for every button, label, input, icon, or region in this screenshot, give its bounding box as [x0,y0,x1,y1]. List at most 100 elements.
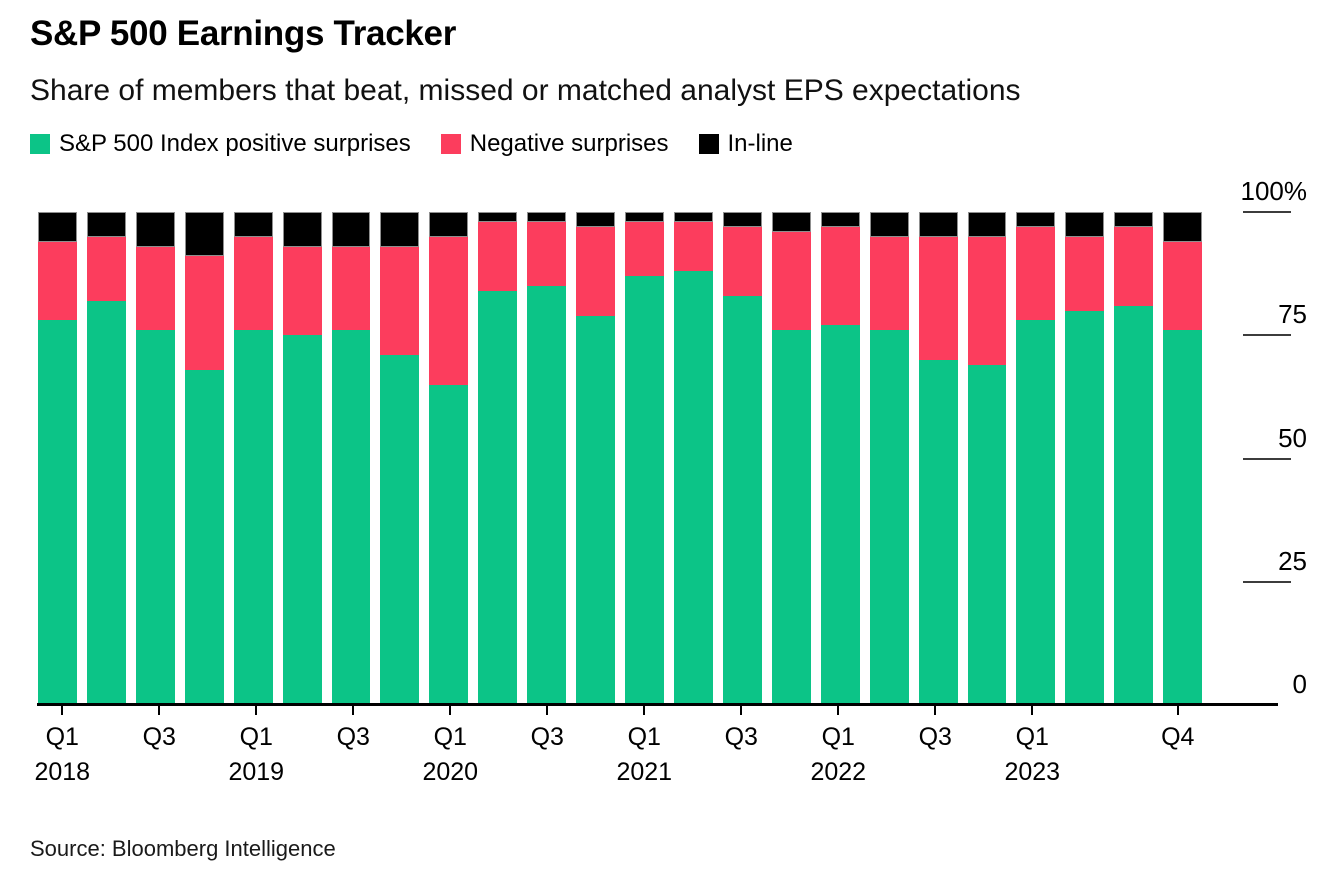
segment-in-line [429,212,469,237]
segment-s-p-500-index-positive-surprises [38,320,77,705]
segment-negative-surprises [722,226,762,296]
x-label-quarter: Q3 [918,723,952,751]
segment-in-line [576,212,616,227]
segment-in-line [673,212,713,222]
legend-label: Negative surprises [469,130,669,157]
segment-in-line [38,212,77,242]
legend-label: S&P 500 Index positive surprises [59,130,411,157]
segment-in-line [722,212,762,227]
segment-s-p-500-index-positive-surprises [1163,330,1203,705]
bar-q4-2019 [380,212,420,705]
x-label-year: 2023 [1004,758,1061,786]
y-tick-line-100 [1243,211,1291,213]
x-tick-q1-2020 [449,706,452,715]
segment-in-line [625,212,664,222]
y-tick-line-25 [1243,580,1291,583]
segment-negative-surprises [184,256,224,370]
segment-negative-surprises [86,236,126,301]
bar-q1-2018 [38,212,77,705]
segment-in-line [771,212,811,232]
segment-negative-surprises [918,236,958,360]
x-tick-q4 [1176,706,1179,715]
segment-s-p-500-index-positive-surprises [527,285,567,705]
legend-item-in-line: In-line [698,130,793,158]
x-tick-q3 [546,706,549,715]
bar-q1-2022 [820,212,860,705]
bar-q2-2018 [86,212,126,705]
bar-q1-2019 [233,212,273,705]
segment-negative-surprises [673,221,713,272]
segment-negative-surprises [38,241,77,321]
bar-q3-2023 [1114,212,1154,705]
segment-in-line [184,212,224,257]
segment-s-p-500-index-positive-surprises [625,276,664,705]
segment-s-p-500-index-positive-surprises [771,330,811,705]
x-label-quarter: Q1 [821,723,855,751]
segment-s-p-500-index-positive-surprises [331,330,371,705]
x-label-quarter: Q1 [45,723,79,751]
segment-negative-surprises [625,221,664,277]
legend-item-s-p-500-index-positive-surprises: S&P 500 Index positive surprises [30,130,411,158]
x-tick-q3 [934,706,937,715]
x-label-quarter: Q1 [627,723,661,751]
segment-negative-surprises [478,221,518,291]
legend: S&P 500 Index positive surprises Negative… [30,130,793,158]
y-tick-label-75: 75 [1278,299,1307,330]
x-label-quarter: Q1 [1015,723,1049,751]
y-tick-label-100: 100% [1240,176,1308,206]
x-label-year: 2019 [228,758,285,786]
segment-negative-surprises [282,246,322,336]
segment-s-p-500-index-positive-surprises [673,271,713,705]
bar-q3-2019 [331,212,371,705]
segment-negative-surprises [869,236,909,331]
segment-negative-surprises [967,236,1007,365]
x-tick-q1-2022 [837,706,840,715]
x-label-quarter: Q3 [530,723,564,751]
segment-s-p-500-index-positive-surprises [86,300,126,705]
segment-in-line [1114,212,1154,227]
plot-area [38,212,1203,705]
x-label-quarter: Q4 [1161,723,1195,751]
legend-swatch-icon [30,134,50,154]
segment-in-line [135,212,175,247]
segment-s-p-500-index-positive-surprises [135,330,175,705]
x-label-year: 2022 [810,758,867,786]
bar-q3-2020 [527,212,567,705]
segment-negative-surprises [1065,236,1105,311]
bar-q4-2020 [576,212,616,705]
segment-negative-surprises [771,231,811,331]
segment-in-line [1163,212,1203,242]
bar-q1-2020 [429,212,469,705]
bar-q2-2021 [673,212,713,705]
segment-s-p-500-index-positive-surprises [233,330,273,705]
bar-q4-2018 [184,212,224,705]
y-tick-line-75 [1243,334,1291,337]
x-label-year: 2020 [422,758,479,786]
x-tick-q1-2021 [643,706,646,715]
x-label-year: 2018 [34,758,91,786]
bar-q2-2019 [282,212,322,705]
segment-s-p-500-index-positive-surprises [576,315,616,705]
segment-s-p-500-index-positive-surprises [820,325,860,705]
segment-negative-surprises [1114,226,1154,306]
segment-in-line [331,212,371,247]
x-label-quarter: Q3 [724,723,758,751]
bar-q4-2023 [1163,212,1203,705]
segment-in-line [282,212,322,247]
y-tick-label-50: 50 [1278,422,1307,453]
segment-in-line [380,212,420,247]
x-tick-q3 [740,706,743,715]
y-tick-line-50 [1243,457,1291,460]
segment-negative-surprises [380,246,420,355]
segment-in-line [820,212,860,227]
x-label-quarter: Q3 [336,723,370,751]
segment-negative-surprises [429,236,469,385]
segment-in-line [478,212,518,222]
x-label-quarter: Q3 [142,723,176,751]
segment-s-p-500-index-positive-surprises [722,295,762,705]
segment-s-p-500-index-positive-surprises [1065,310,1105,705]
segment-in-line [527,212,567,222]
legend-swatch-icon [698,134,719,154]
segment-in-line [86,212,126,237]
